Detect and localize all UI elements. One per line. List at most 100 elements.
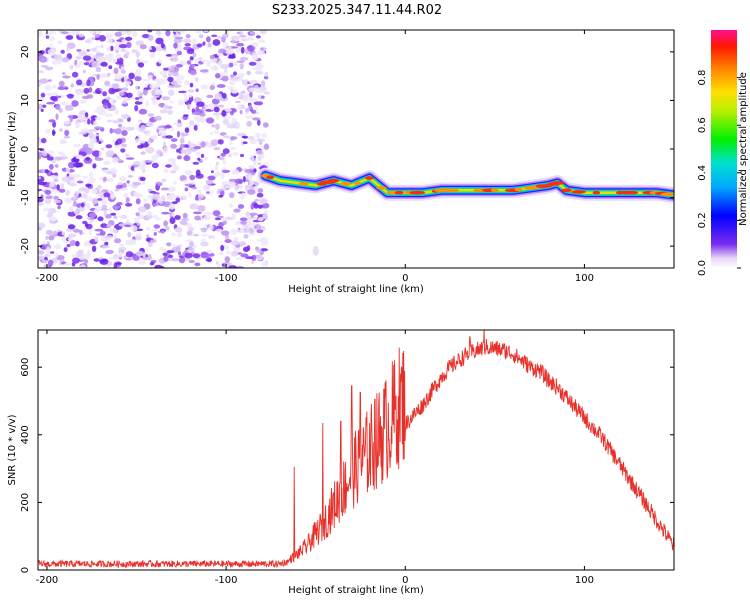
noise-speckle	[160, 230, 165, 234]
noise-speckle	[234, 220, 243, 226]
noise-speckle	[95, 66, 102, 73]
noise-speckle	[152, 203, 158, 207]
noise-speckle	[183, 155, 191, 162]
noise-speckle	[186, 60, 192, 65]
noise-speckle	[89, 48, 93, 52]
noise-speckle	[192, 161, 200, 165]
y-tick-label: -20	[20, 238, 31, 254]
noise-speckle	[38, 70, 45, 74]
noise-speckle	[236, 42, 245, 47]
noise-speckle	[169, 100, 175, 104]
noise-speckle	[246, 120, 252, 127]
noise-speckle	[222, 119, 229, 125]
noise-speckle	[210, 234, 216, 240]
noise-speckle	[156, 30, 160, 35]
noise-speckle	[103, 209, 107, 217]
colorbar-tick-label: 0.4	[697, 165, 708, 181]
noise-speckle	[195, 88, 199, 93]
noise-speckle	[188, 259, 195, 264]
noise-speckle	[222, 148, 230, 155]
noise-speckle	[165, 135, 173, 139]
noise-speckle	[123, 224, 131, 228]
noise-speckle	[89, 220, 95, 223]
noise-speckle	[194, 77, 199, 82]
noise-speckle	[172, 84, 182, 88]
noise-speckle	[99, 258, 109, 265]
noise-speckle	[101, 245, 110, 249]
noise-speckle	[76, 180, 84, 184]
noise-speckle	[133, 217, 140, 224]
noise-speckle	[190, 181, 196, 185]
noise-speckle	[243, 234, 249, 239]
noise-speckle	[215, 114, 219, 120]
noise-speckle	[152, 214, 158, 218]
noise-speckle	[145, 214, 153, 219]
noise-speckle	[132, 254, 140, 261]
noise-speckle	[158, 58, 162, 64]
noise-speckle	[256, 35, 261, 39]
noise-speckle	[207, 175, 216, 181]
noise-speckle	[210, 170, 214, 174]
noise-speckle	[205, 258, 213, 262]
noise-speckle	[157, 197, 163, 204]
noise-speckle	[247, 189, 256, 195]
noise-speckle	[51, 59, 60, 65]
noise-speckle	[114, 206, 119, 211]
noise-speckle	[217, 215, 224, 219]
noise-speckle	[103, 176, 107, 182]
noise-speckle	[127, 175, 134, 178]
noise-speckle	[184, 127, 190, 133]
noise-speckle	[169, 217, 176, 225]
ridge-peak	[365, 176, 374, 180]
noise-speckle	[86, 79, 91, 87]
noise-speckle	[43, 207, 50, 211]
noise-speckle	[244, 184, 253, 188]
noise-speckle	[45, 128, 51, 134]
noise-speckle	[48, 208, 57, 214]
noise-speckle	[104, 113, 114, 117]
noise-speckle	[87, 118, 91, 125]
noise-speckle	[156, 128, 160, 133]
noise-speckle	[162, 75, 168, 78]
noise-speckle	[218, 156, 225, 161]
noise-speckle	[110, 193, 115, 200]
noise-speckle	[171, 232, 176, 237]
noise-speckle	[205, 117, 215, 124]
ridge-peak	[660, 192, 674, 197]
noise-speckle	[44, 31, 51, 37]
noise-speckle	[38, 250, 45, 255]
noise-speckle	[239, 56, 249, 61]
noise-speckle	[211, 98, 220, 105]
noise-speckle	[184, 43, 191, 47]
noise-speckle	[138, 108, 148, 115]
noise-speckle	[174, 36, 184, 40]
noise-speckle	[188, 226, 195, 231]
noise-speckle	[47, 79, 52, 82]
noise-speckle	[68, 233, 77, 238]
noise-speckle	[48, 235, 55, 241]
noise-speckle	[150, 135, 158, 140]
noise-speckle	[73, 210, 79, 215]
noise-speckle	[195, 196, 199, 201]
noise-speckle	[38, 176, 41, 180]
noise-speckle	[106, 119, 113, 123]
noise-speckle	[171, 80, 177, 86]
noise-speckle	[220, 218, 228, 222]
noise-speckle	[76, 90, 82, 96]
noise-speckle	[95, 37, 100, 41]
noise-speckle	[219, 189, 225, 197]
noise-speckle	[135, 97, 140, 100]
noise-speckle	[233, 208, 241, 213]
noise-speckle	[176, 155, 182, 160]
noise-speckle	[231, 250, 238, 257]
noise-speckle	[104, 241, 109, 246]
noise-speckle	[40, 65, 48, 68]
noise-speckle	[42, 150, 48, 157]
noise-speckle	[160, 42, 165, 49]
noise-speckle	[170, 213, 176, 217]
noise-speckle	[38, 188, 43, 192]
noise-speckle	[187, 124, 192, 129]
noise-speckle	[92, 150, 101, 157]
noise-speckle	[110, 212, 117, 216]
noise-speckle	[94, 236, 99, 243]
